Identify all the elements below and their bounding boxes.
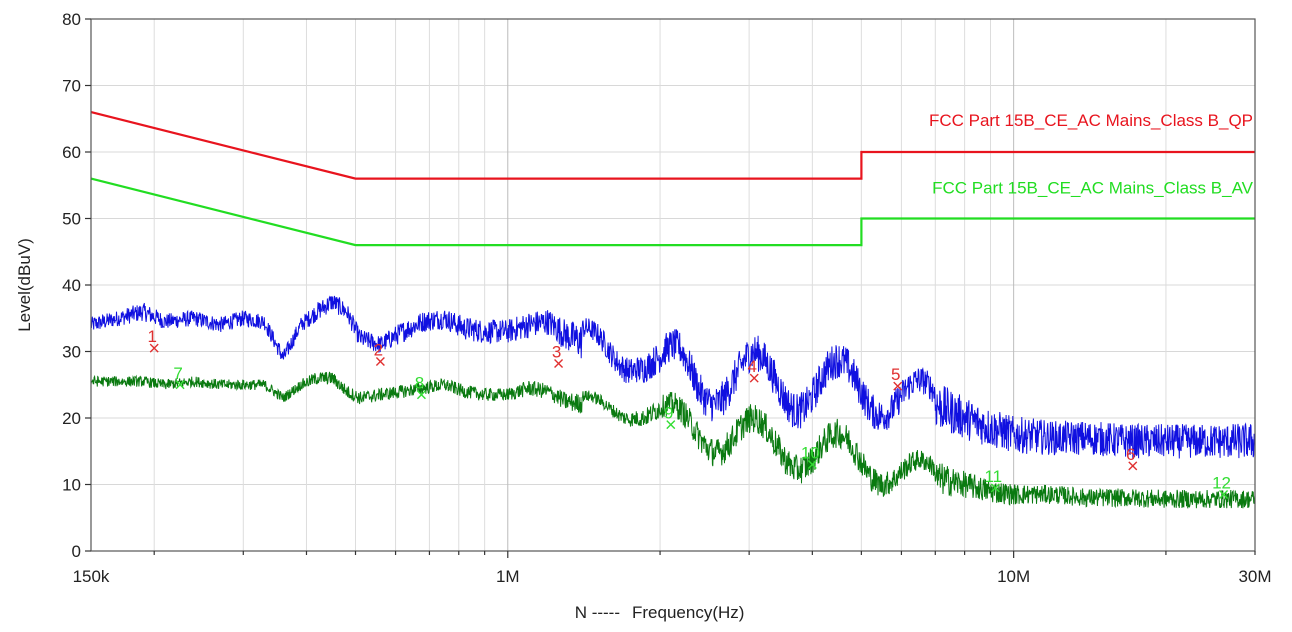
marker-cross	[554, 358, 564, 368]
marker-label: 1	[147, 327, 156, 346]
marker-label: 8	[415, 374, 424, 393]
marker-label: 4	[747, 357, 756, 376]
limit-line-label: FCC Part 15B_CE_AC Mains_Class B_QP	[929, 111, 1253, 130]
marker-cross	[175, 380, 185, 390]
marker: 6	[1126, 445, 1138, 471]
marker-cross	[666, 420, 676, 430]
marker: 10	[801, 444, 820, 470]
y-tick-label: 60	[62, 143, 81, 162]
marker-cross	[807, 460, 817, 470]
marker-label: 12	[1212, 473, 1231, 492]
marker: 8	[415, 374, 426, 400]
y-tick-label: 0	[72, 542, 81, 561]
marker-cross	[990, 483, 1000, 493]
peak-trace	[90, 295, 1256, 459]
x-tick-label: 30M	[1238, 567, 1271, 586]
x-axis-prefix: N -----	[575, 603, 620, 622]
marker: 9	[664, 404, 676, 430]
marker-cross	[893, 381, 903, 391]
limit-labels: FCC Part 15B_CE_AC Mains_Class B_QP FCC P…	[929, 111, 1254, 198]
y-tick-label: 10	[62, 476, 81, 495]
marker-cross	[1128, 461, 1138, 471]
marker: 1	[147, 327, 159, 353]
average-trace	[90, 371, 1256, 509]
x-tick-label: 10M	[997, 567, 1030, 586]
y-tick-label: 70	[62, 77, 81, 96]
limit-lines	[90, 111, 1255, 247]
marker-label: 3	[552, 342, 561, 361]
marker-cross	[149, 343, 159, 353]
marker-label: 11	[984, 467, 1002, 486]
y-tick-label: 50	[62, 210, 81, 229]
marker: 3	[552, 342, 564, 368]
limit-line	[90, 177, 1255, 247]
marker-label: 7	[173, 364, 182, 383]
y-axis-title: Level(dBuV)	[15, 238, 34, 332]
marker-label: 2	[374, 340, 383, 359]
marker-label: 10	[801, 444, 820, 463]
x-axis-title: Frequency(Hz)	[632, 603, 744, 622]
marker: 5	[891, 365, 903, 391]
marker-cross	[375, 356, 385, 366]
marker-cross	[1219, 489, 1229, 499]
data-series	[90, 295, 1256, 509]
marker: 7	[173, 364, 185, 390]
x-tick-label: 1M	[496, 567, 520, 586]
marker-cross	[749, 373, 759, 383]
limit-line	[90, 111, 1255, 180]
y-tick-label: 30	[62, 343, 81, 362]
marker-label: 5	[891, 365, 900, 384]
marker-cross	[416, 390, 426, 400]
marker: 4	[747, 357, 759, 383]
marker: 2	[374, 340, 385, 366]
marker-label: 9	[664, 404, 673, 423]
limit-line-label: FCC Part 15B_CE_AC Mains_Class B_AV	[932, 179, 1254, 198]
y-tick-label: 40	[62, 276, 81, 295]
y-tick-label: 20	[62, 409, 81, 428]
marker-label: 6	[1126, 445, 1135, 464]
axes: 0 10 20 30 40 50 60 70 80 150k 1M 10M 30M	[62, 10, 1271, 586]
marker: 12	[1212, 473, 1231, 499]
y-tick-label: 80	[62, 10, 81, 29]
x-tick-label: 150k	[73, 567, 110, 586]
marker: 11	[984, 467, 1002, 493]
